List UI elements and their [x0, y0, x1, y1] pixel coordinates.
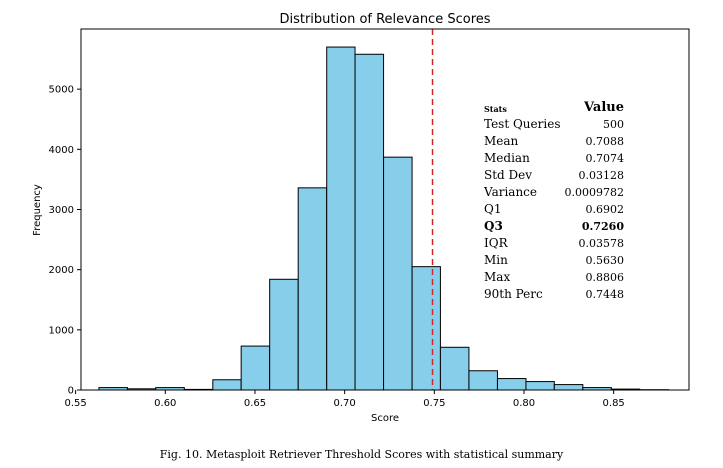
stats-row-value: 0.5630 — [586, 254, 625, 267]
y-tick-label: 5000 — [49, 85, 74, 96]
y-tick-label: 2000 — [49, 265, 74, 276]
y-tick-label: 3000 — [49, 205, 74, 216]
stats-row-label: Std Dev — [484, 168, 532, 182]
stats-row-value: 0.7448 — [586, 288, 625, 301]
stats-header-value: Value — [583, 100, 624, 115]
histogram-bar-12 — [439, 346, 470, 391]
stats-row-value: 0.0009782 — [565, 186, 625, 199]
histogram-bar-15 — [525, 381, 555, 391]
stats-row-label: IQR — [484, 236, 509, 250]
x-tick-label: 0.70 — [334, 398, 356, 409]
stats-row-value: 0.03578 — [579, 237, 625, 250]
histogram-bar-11 — [411, 266, 441, 391]
stats-row-value: 0.8806 — [586, 271, 625, 284]
stats-row-value: 0.7260 — [582, 220, 624, 233]
stats-header-label: Stats — [484, 104, 507, 114]
x-tick-label: 0.65 — [244, 398, 266, 409]
y-tick-label: 1000 — [49, 325, 74, 336]
chart-title: Distribution of Relevance Scores — [279, 12, 490, 27]
stats-row-label: Min — [484, 253, 508, 267]
x-tick-label: 0.55 — [64, 398, 86, 409]
stats-row-value: 0.03128 — [579, 169, 625, 182]
y-tick-label: 0 — [68, 386, 74, 397]
y-tick-label: 4000 — [49, 145, 74, 156]
stats-row-label: 90th Perc — [484, 287, 543, 301]
stats-row-value: 0.7088 — [586, 135, 625, 148]
x-tick-label: 0.85 — [603, 398, 625, 409]
stats-row-label: Q1 — [484, 202, 501, 216]
stats-row-value: 500 — [603, 118, 624, 131]
stats-row-label: Variance — [483, 185, 537, 199]
x-tick-label: 0.60 — [154, 398, 176, 409]
histogram-bar-9 — [354, 53, 385, 391]
stats-row-label: Median — [484, 151, 530, 165]
histogram-bar-5 — [240, 345, 271, 391]
histogram-bar-10 — [383, 156, 413, 391]
axes-group: 0.55 0.60 0.65 0.70 0.75 0.80 0.85 0 1000 2000 300… — [49, 28, 690, 409]
histogram-bar-16 — [553, 384, 584, 391]
histogram-bar-8 — [326, 46, 356, 391]
x-tick-label: 0.80 — [513, 398, 535, 409]
histogram-bar-7 — [297, 187, 328, 391]
histogram-bar-4 — [212, 379, 242, 391]
figure-caption: Fig. 10. Metasploit Retriever Threshold … — [159, 448, 564, 461]
y-axis-label: Frequency — [32, 184, 43, 236]
stats-row-value: 0.7074 — [586, 152, 625, 165]
stats-row-label: Max — [484, 270, 510, 284]
x-axis-label: Score — [371, 413, 399, 424]
histogram-bar-13 — [468, 370, 498, 391]
stats-row-value: 0.6902 — [586, 203, 625, 216]
histogram-bar-14 — [496, 378, 527, 391]
x-tick-label: 0.75 — [423, 398, 445, 409]
bars-group — [98, 46, 670, 391]
stats-table: Stats Value Test Queries 500 Mean 0.7088 Media… — [483, 100, 624, 301]
stats-row-label: Test Queries — [484, 117, 560, 131]
stats-row-label: Mean — [484, 134, 519, 148]
stats-row-label: Q3 — [484, 219, 503, 233]
histogram-bar-6 — [269, 278, 299, 391]
